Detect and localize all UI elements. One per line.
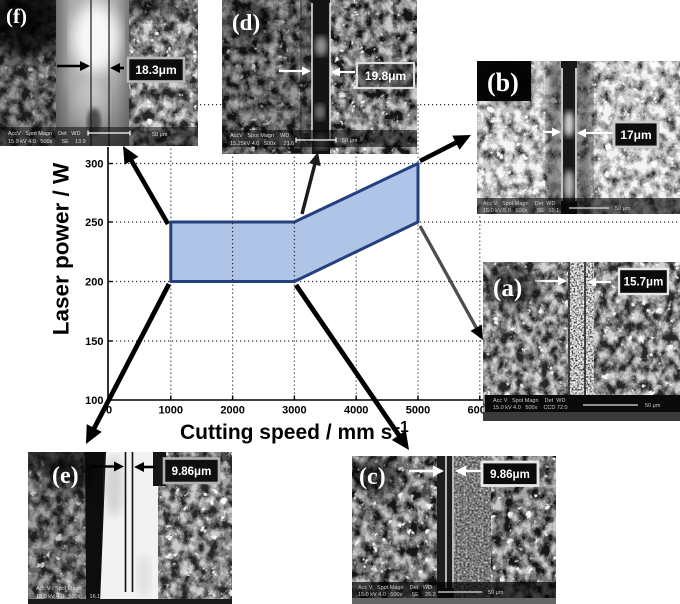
- svg-text:4000: 4000: [344, 405, 368, 417]
- svg-text:1000: 1000: [159, 405, 183, 417]
- svg-text:Laser power / W: Laser power / W: [49, 162, 74, 335]
- svg-text:Cutting speed / mm s: Cutting speed / mm s: [180, 421, 392, 444]
- svg-text:(c): (c): [359, 464, 386, 490]
- svg-text:15.0 kV 4.0 500x 16.1: 15.0 kV 4.0 500x 16.1: [36, 594, 100, 600]
- svg-text:19.8μm: 19.8μm: [365, 69, 406, 83]
- svg-text:200: 200: [85, 277, 103, 289]
- svg-text:Acc V Spot Magn: Acc V Spot Magn: [36, 586, 82, 592]
- svg-text:300: 300: [85, 159, 103, 171]
- svg-text:15.0 kV 4.0 500x SE: 15.0 kV 4.0 500x SE 25.2: [358, 592, 436, 598]
- svg-text:15.0 kV 4.0 500x SE: 15.0 kV 4.0 500x SE 13.9: [8, 139, 86, 145]
- svg-text:15.25kV 4.0 500x 21.6: 15.25kV 4.0 500x 21.6: [230, 141, 294, 147]
- svg-text:17μm: 17μm: [620, 128, 651, 142]
- svg-text:50 μm: 50 μm: [615, 206, 631, 212]
- svg-text:(f): (f): [6, 4, 27, 28]
- svg-text:AccV Spot Magn WD: AccV Spot Magn WD: [230, 133, 289, 139]
- svg-text:150: 150: [85, 336, 103, 348]
- svg-text:AccV Spot Magn Det WD: AccV Spot Magn Det WD: [8, 131, 80, 137]
- svg-text:Acc V Spot Magn Det WD: Acc V Spot Magn Det WD: [358, 585, 432, 591]
- svg-text:(e): (e): [52, 463, 79, 489]
- svg-text:3000: 3000: [282, 405, 306, 417]
- svg-text:Acc V Spot Magn Det WD: Acc V Spot Magn Det WD: [483, 201, 555, 207]
- svg-text:100: 100: [85, 395, 103, 407]
- svg-text:50 μm: 50 μm: [152, 132, 168, 138]
- svg-text:18.3μm: 18.3μm: [135, 63, 176, 77]
- svg-text:9.86μm: 9.86μm: [490, 469, 530, 481]
- svg-text:15.0 kV 5.0 500x SE 1: 15.0 kV 5.0 500x SE 10.1: [483, 208, 559, 214]
- svg-text:50 μm: 50 μm: [488, 590, 504, 596]
- svg-text:(b): (b): [487, 68, 519, 97]
- svg-text:50 μm: 50 μm: [645, 403, 661, 409]
- svg-text:5000: 5000: [406, 405, 430, 417]
- svg-text:Acc V Spot Magn Det WD: Acc V Spot Magn Det WD: [493, 398, 565, 404]
- svg-text:50 μm: 50 μm: [342, 138, 358, 144]
- svg-text:250: 250: [85, 217, 103, 229]
- svg-text:15.7μm: 15.7μm: [624, 277, 664, 289]
- svg-text:2000: 2000: [220, 405, 244, 417]
- svg-text:(a): (a): [493, 275, 522, 302]
- svg-text:9.86μm: 9.86μm: [172, 466, 212, 478]
- svg-text:(d): (d): [232, 10, 260, 35]
- svg-text:15.0 kV 4.0 500x CCD 72.0: 15.0 kV 4.0 500x CCD 72.0: [493, 405, 568, 411]
- svg-text:0: 0: [106, 405, 112, 417]
